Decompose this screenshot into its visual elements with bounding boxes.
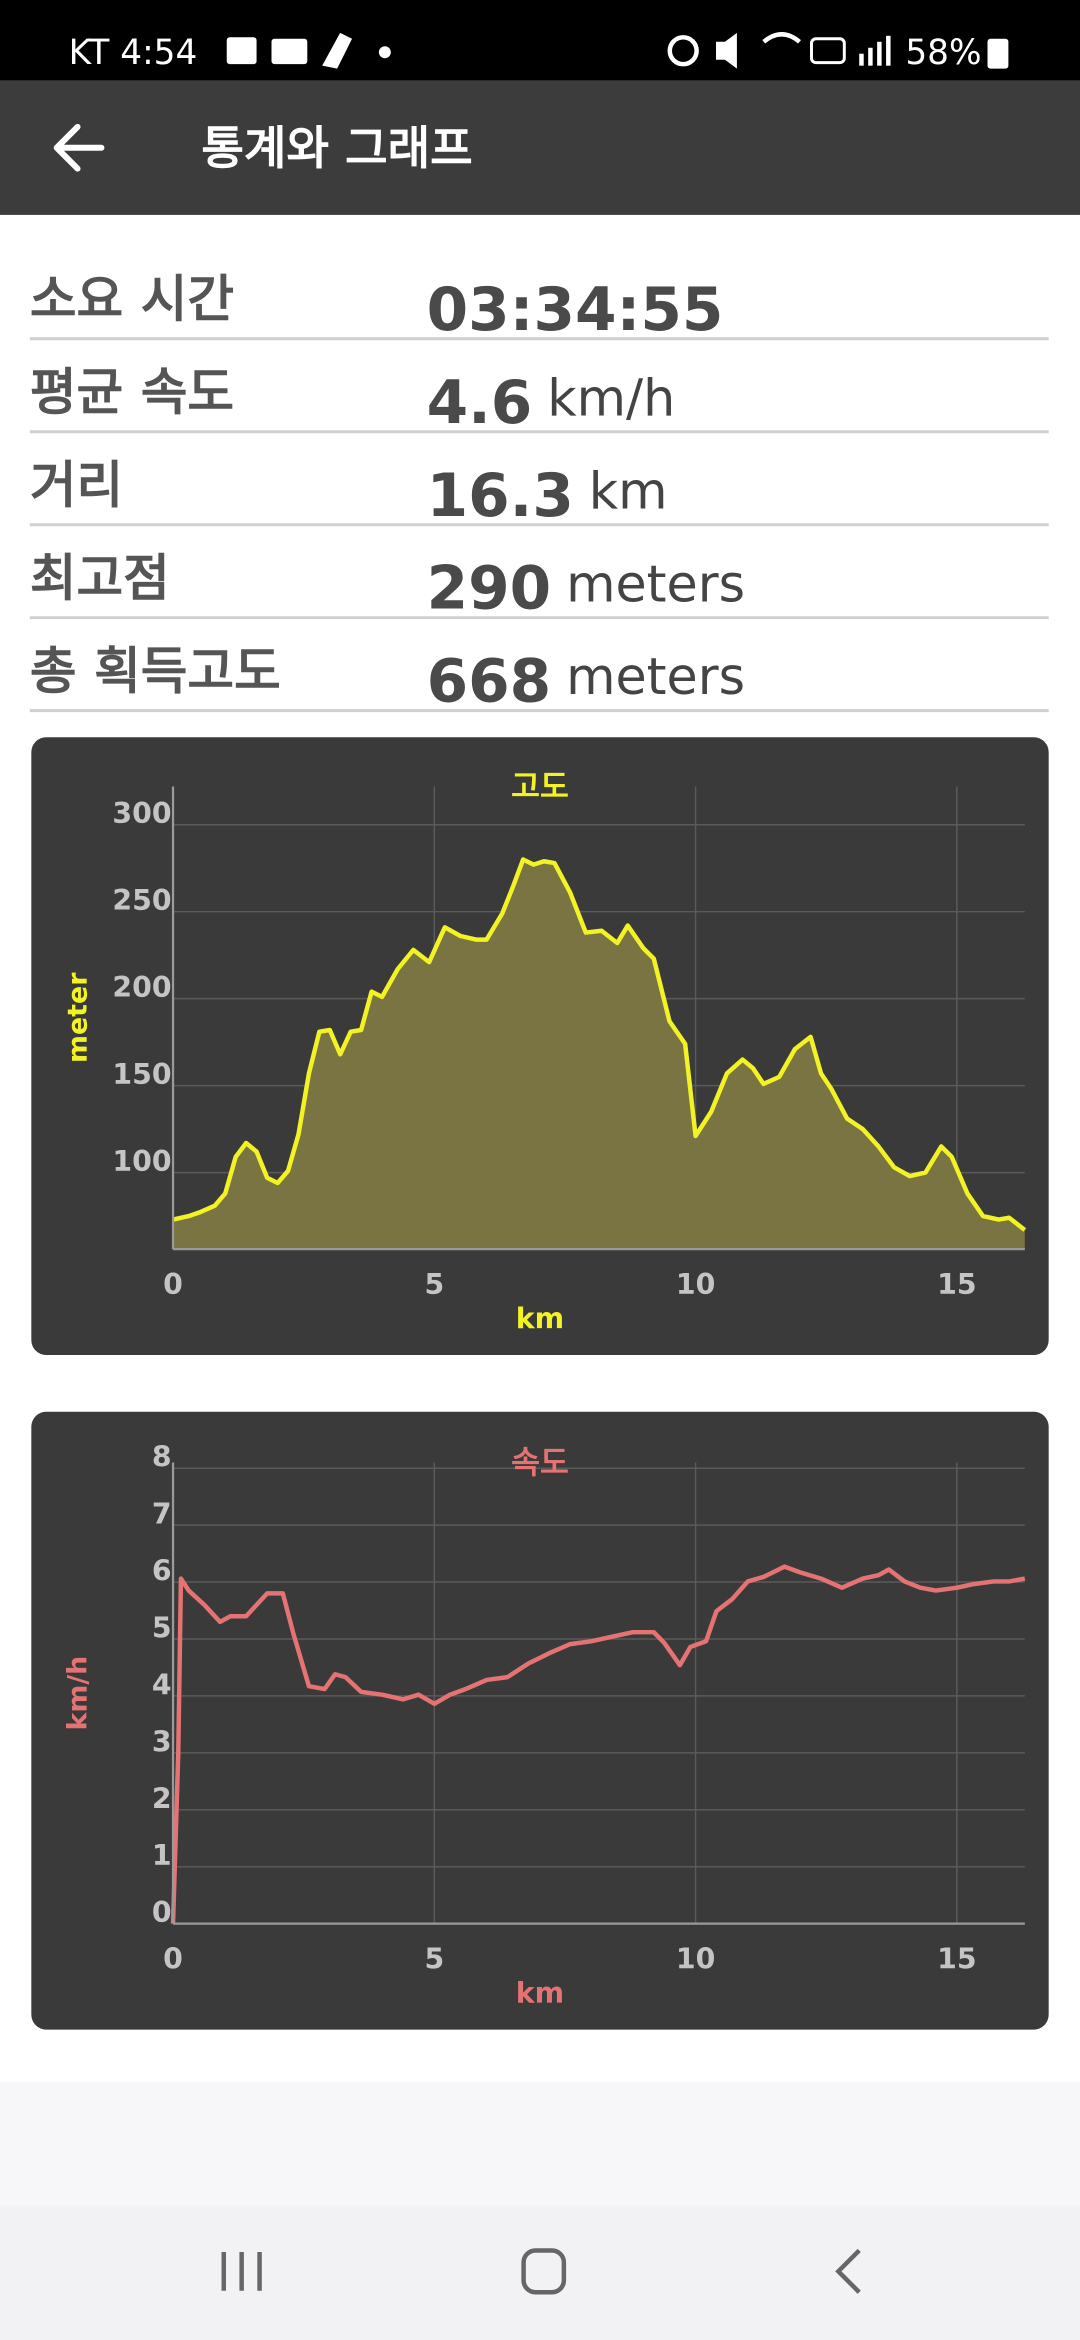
- navigation-bar: [0, 2205, 1080, 2340]
- x-tick-label: 5: [424, 1942, 444, 1975]
- chart-title: 고도: [511, 769, 569, 805]
- stat-label: 최고점: [30, 548, 170, 607]
- chart-panel: [31, 1411, 1049, 2030]
- x-axis-label: km: [516, 1977, 564, 2010]
- y-tick-label: 200: [112, 971, 171, 1004]
- x-tick-label: 0: [163, 1268, 183, 1301]
- status-icons: [226, 32, 1009, 69]
- stat-label: 거리: [30, 455, 123, 514]
- status-bar: [0, 0, 1080, 81]
- stat-unit: km/h: [547, 368, 675, 427]
- y-tick-label: 100: [112, 1145, 171, 1178]
- stat-value: 290: [427, 555, 552, 624]
- y-tick-label: 300: [112, 797, 171, 830]
- stat-value: 4.6: [427, 369, 533, 438]
- y-tick-label: 5: [152, 1611, 172, 1644]
- x-tick-label: 15: [937, 1942, 976, 1975]
- stat-unit: km: [589, 461, 668, 520]
- area-line: [172, 857, 1027, 1232]
- x-axis-label: km: [516, 1302, 564, 1335]
- nav-buttons: [221, 2248, 861, 2295]
- stat-value: 03:34:55: [427, 276, 724, 345]
- y-tick-label: 250: [112, 884, 171, 917]
- area-fill: [173, 859, 1025, 1250]
- stat-unit: meters: [566, 647, 745, 706]
- app-bar: [0, 80, 1080, 215]
- stat-value: 668: [427, 648, 552, 717]
- x-tick-label: 15: [937, 1268, 976, 1301]
- y-tick-label: 6: [152, 1555, 172, 1588]
- y-tick-label: 1: [152, 1839, 172, 1872]
- y-axis-label: km/h: [63, 1656, 94, 1731]
- battery-level: 58%: [905, 33, 981, 73]
- back-button[interactable]: [53, 123, 105, 172]
- y-tick-label: 0: [152, 1896, 172, 1929]
- y-tick-label: 4: [152, 1668, 172, 1701]
- x-tick-label: 10: [676, 1268, 715, 1301]
- status-time: KT 4:54: [69, 33, 198, 73]
- stat-value: 16.3: [427, 462, 574, 531]
- y-tick-label: 3: [152, 1725, 172, 1758]
- x-tick-label: 0: [163, 1942, 183, 1975]
- nav-back[interactable]: [835, 2248, 861, 2294]
- x-tick-label: 5: [424, 1268, 444, 1301]
- line: [170, 1564, 1026, 1924]
- stat-unit: meters: [566, 554, 745, 613]
- chart-title: 속도: [511, 1445, 569, 1481]
- nav-home[interactable]: [521, 2248, 567, 2295]
- nav-recent[interactable]: [221, 2251, 262, 2291]
- stat-label: 평균 속도: [30, 362, 234, 421]
- stat-label: 소요 시간: [30, 269, 234, 328]
- stat-label: 총 획득고도: [30, 641, 281, 700]
- x-tick-label: 10: [676, 1942, 715, 1975]
- y-tick-label: 8: [152, 1441, 172, 1474]
- y-axis-label: meter: [63, 972, 94, 1063]
- y-tick-label: 150: [112, 1058, 171, 1091]
- app-title: 통계와 그래프: [201, 121, 472, 175]
- y-tick-label: 2: [152, 1782, 172, 1815]
- bottom-padding: [0, 2081, 1080, 2206]
- y-tick-label: 7: [152, 1498, 172, 1531]
